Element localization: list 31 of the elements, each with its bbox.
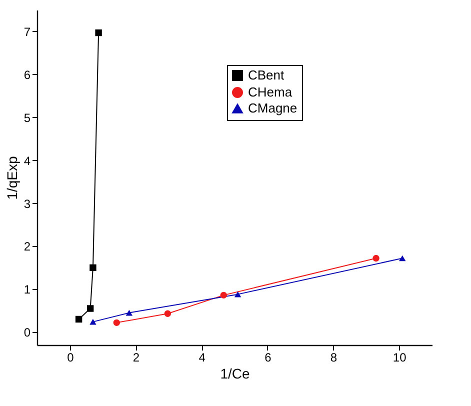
y-tick-label: 3 [24, 196, 31, 211]
point [164, 310, 172, 317]
point [399, 255, 406, 262]
point [126, 310, 133, 316]
y-tick-label: 6 [24, 68, 31, 82]
y-tick-label: 2 [24, 240, 31, 254]
legend-label: CHema [248, 84, 293, 100]
x-axis-title: 1/Ce [220, 366, 250, 382]
legend-label: CMagne [248, 100, 298, 116]
point [75, 316, 82, 323]
legend-label: CBent [248, 68, 285, 82]
point [372, 254, 380, 262]
point [220, 292, 227, 299]
y-tick-label: 5 [24, 110, 31, 125]
x-tick-label: 2 [132, 350, 140, 364]
point [90, 318, 96, 325]
point [90, 264, 96, 272]
y-tick-label: 4 [24, 154, 31, 168]
y-axis-title: 1/qExp [4, 156, 20, 200]
point [113, 319, 120, 326]
y-tick-label: 7 [24, 24, 31, 39]
y-tick-label: 0 [24, 326, 31, 340]
y-tick-label: 1 [24, 282, 31, 297]
x-tick-label: 10 [392, 350, 407, 364]
point [234, 291, 242, 298]
x-tick-label: 0 [67, 350, 74, 364]
x-tick-label: 8 [330, 350, 338, 364]
x-tick-label: 4 [198, 350, 206, 364]
x-tick-label: 6 [264, 350, 272, 364]
point [95, 29, 102, 36]
point [86, 305, 94, 312]
